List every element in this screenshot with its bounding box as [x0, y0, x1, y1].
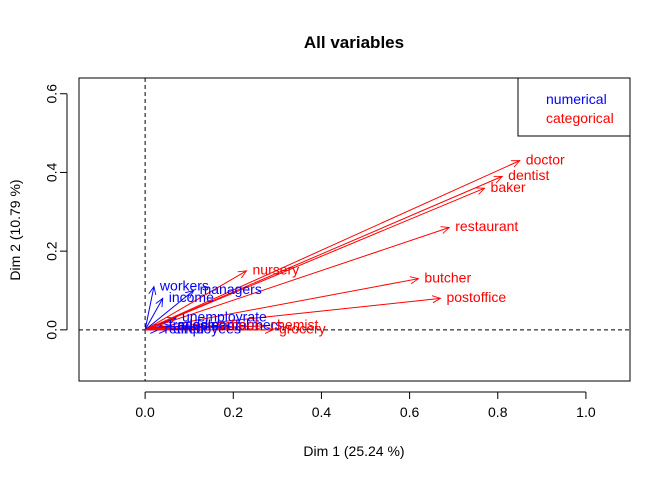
arrow-label-employees: employees: [173, 321, 241, 337]
arrow-baker: [144, 188, 484, 331]
arrow-label-managers: managers: [200, 281, 262, 297]
arrow-label-retired: retired: [164, 321, 204, 337]
x-tick-label: 1.0: [576, 404, 596, 420]
arrow-label-chemist: chemist: [270, 317, 318, 333]
arrow-butcher: [145, 279, 418, 331]
legend-box: [517, 77, 631, 137]
x-tick-label: 0.2: [224, 404, 244, 420]
arrow-restaurant: [144, 228, 449, 331]
arrow-label-restaurant: restaurant: [455, 218, 518, 234]
arrow-label-dentist: dentist: [508, 167, 549, 183]
arrow-label-doctor: doctor: [526, 151, 565, 167]
arrow-income: [144, 298, 163, 331]
legend-entry-categorical: categorical: [546, 110, 614, 126]
arrow-dentist: [144, 176, 502, 331]
x-axis-label: Dim 1 (25.24 %): [303, 443, 404, 459]
x-tick-label: 0.8: [488, 404, 508, 420]
arrow-label-nursery: nursery: [253, 262, 300, 278]
arrow-workers: [144, 287, 154, 330]
axes-group: 0.0 0.2 0.4 0.6 0.8 1.0 0.0 0.2 0.4 0.6: [44, 84, 596, 420]
y-axis-label: Dim 2 (10.79 %): [7, 179, 23, 280]
plot-frame: [78, 77, 631, 382]
arrow-label-butcher: butcher: [424, 269, 471, 285]
series-layer: [79, 78, 630, 381]
y-tick-label: 0.0: [44, 320, 60, 340]
arrow-label-middleempl: middleempl: [178, 317, 250, 333]
arrow-doctor: [144, 161, 520, 331]
x-tick-label: 0.0: [135, 404, 155, 420]
x-tick-label: 0.4: [312, 404, 332, 420]
arrow-label-baker: baker: [491, 179, 526, 195]
arrow-label-workers: workers: [159, 277, 209, 293]
arrow-label-postoffice: postoffice: [446, 289, 506, 305]
legend-entry-numerical: numerical: [546, 91, 607, 107]
y-tick-label: 0.4: [44, 163, 60, 183]
arrow-postoffice: [145, 298, 440, 331]
x-tick-label: 0.6: [400, 404, 420, 420]
arrow-label-farmers: farmers: [235, 317, 282, 333]
arrow-label-grocery: grocery: [279, 321, 326, 337]
arrow-managers: [144, 290, 193, 331]
chart-title: All variables: [304, 33, 404, 52]
arrow-nursery: [144, 271, 246, 331]
arrow-label-unemployrate: unemployrate: [182, 309, 267, 325]
arrow-label-tradesmen: tradesmen: [169, 317, 235, 333]
arrow-chemist: [145, 326, 264, 331]
arrow-label-income: income: [169, 289, 214, 305]
y-tick-label: 0.2: [44, 241, 60, 261]
y-tick-label: 0.6: [44, 84, 60, 104]
legend: numerical categorical: [517, 77, 631, 137]
arrow-label-school: school: [217, 317, 257, 333]
